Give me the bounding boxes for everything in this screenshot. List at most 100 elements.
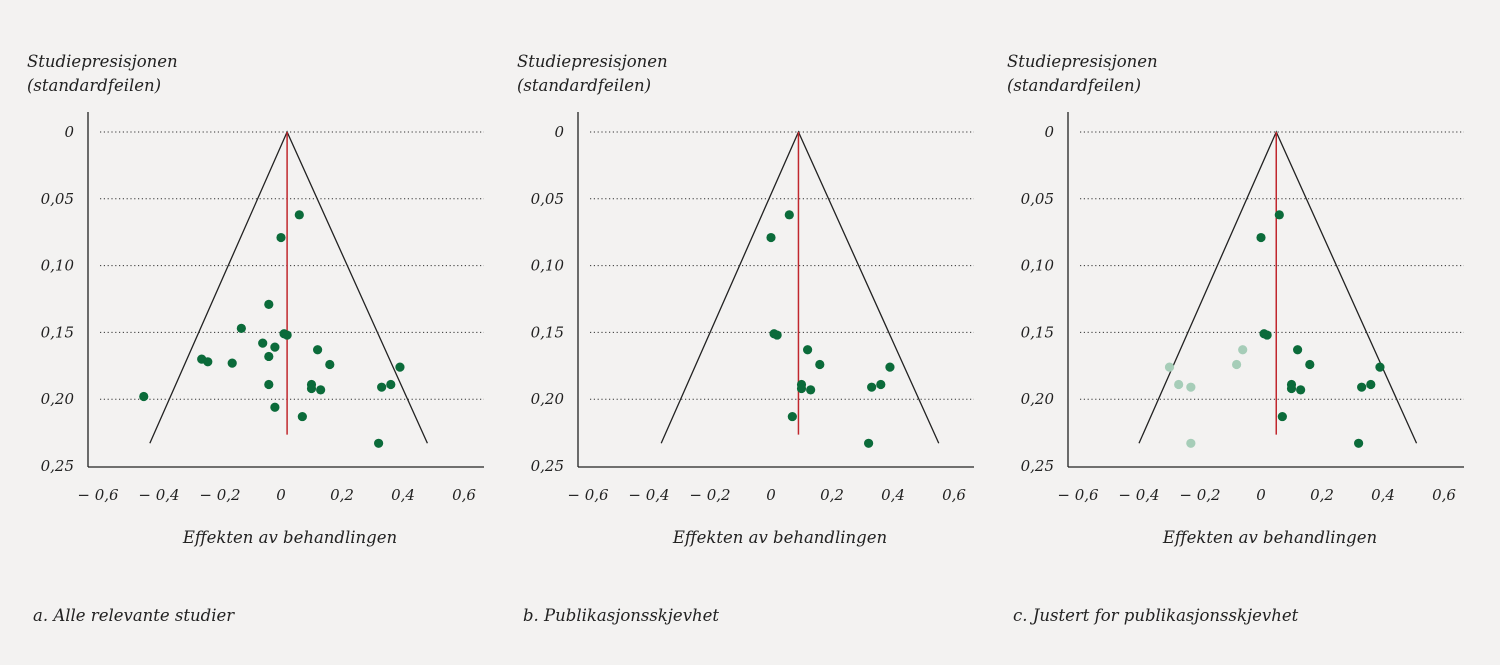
x-tick-label: 0 [766, 486, 776, 504]
study-point [395, 362, 405, 372]
x-tick-label: − 0,6 [567, 486, 609, 504]
y-axis-label: Studiepresisjonen (standardfeilen) [27, 52, 178, 95]
x-tick-label: − 0,2 [199, 486, 240, 504]
study-point [1366, 379, 1376, 390]
study-point [885, 362, 895, 372]
study-point [270, 402, 280, 412]
study-point [377, 382, 387, 392]
study-point [1357, 382, 1367, 392]
study-point [772, 330, 782, 340]
y-tick-label: 0,20 [41, 390, 75, 408]
study-point [766, 232, 776, 243]
y-tick-label: 0,05 [1021, 190, 1054, 208]
y-tick-label: 0,15 [531, 323, 564, 341]
y-tick-label: 0,05 [41, 190, 74, 208]
study-point [227, 358, 237, 368]
y-tick-label: 0,05 [531, 190, 564, 208]
x-tick-label: − 0,6 [77, 486, 119, 504]
x-tick-label: − 0,4 [138, 486, 179, 504]
study-point [787, 411, 797, 422]
study-point [1256, 232, 1266, 243]
study-point [297, 411, 307, 422]
imputed-study-point [1174, 379, 1184, 390]
x-axis-label: Effekten av behandlingen [1162, 528, 1378, 547]
study-point [803, 345, 813, 355]
study-point [276, 232, 286, 243]
study-point [867, 382, 877, 392]
study-point [1375, 362, 1385, 372]
panel-c: Studiepresisjonen (standardfeilen) 0 0,05 0… [980, 0, 1480, 665]
study-point [1354, 438, 1364, 448]
y-tick-label: 0,15 [1021, 323, 1054, 341]
y-axis-label: Studiepresisjonen (standardfeilen) [517, 52, 668, 95]
panel-a: Studiepresisjonen (standardfeilen) 0 0,05 0… [0, 0, 500, 665]
x-tick-label: 0,2 [820, 486, 844, 504]
x-tick-label: 0,4 [1371, 486, 1395, 504]
study-point [864, 438, 874, 448]
study-point [294, 210, 304, 220]
study-point [386, 379, 396, 390]
funnel-outline [149, 130, 428, 444]
x-tick-label: 0 [1256, 486, 1266, 504]
funnel-outline [660, 130, 940, 444]
study-point [1277, 411, 1287, 422]
y-tick-label: 0,25 [1021, 457, 1054, 475]
study-point [1286, 383, 1297, 394]
study-point [374, 438, 384, 448]
y-axis-label: Studiepresisjonen (standardfeilen) [1007, 52, 1158, 95]
study-point [1293, 345, 1303, 355]
x-axis-label: Effekten av behandlingen [672, 528, 888, 547]
x-tick-label: − 0,6 [1057, 486, 1099, 504]
imputed-study-point [1186, 438, 1196, 448]
y-tick-label: 0 [554, 123, 564, 141]
study-point [784, 210, 794, 220]
study-point [316, 385, 326, 395]
funnel-plot-a: 0 0,05 0,10 0,15 0,20 0,25− 0,6 − 0,4 − 0,2 0 0,2… [41, 112, 484, 504]
imputed-study-point [1164, 362, 1175, 372]
y-tick-label: 0,10 [41, 257, 75, 275]
x-tick-label: 0,6 [452, 486, 476, 504]
study-point [876, 379, 886, 390]
study-point [1262, 330, 1272, 340]
y-tick-label: 0,10 [531, 257, 565, 275]
study-point [282, 330, 292, 340]
study-point [325, 359, 335, 370]
study-point [264, 299, 274, 309]
caption-b: b. Publikasjonsskjevhet [523, 606, 720, 625]
x-tick-label: 0,6 [1432, 486, 1456, 504]
x-tick-label: 0,4 [391, 486, 415, 504]
funnel-plot-c: 0 0,05 0,10 0,15 0,20 0,25− 0,6 − 0,4 − 0,2 0 0,2… [1021, 112, 1464, 504]
study-point [806, 385, 816, 395]
study-point [264, 351, 274, 362]
x-tick-label: 0,2 [330, 486, 354, 504]
x-tick-label: 0,4 [881, 486, 905, 504]
study-point [306, 383, 317, 394]
study-point [264, 379, 274, 390]
y-tick-label: 0,10 [1021, 257, 1055, 275]
imputed-study-point [1186, 382, 1196, 392]
x-tick-label: − 0,4 [628, 486, 669, 504]
study-point [236, 323, 246, 333]
caption-c: c. Justert for publikasjonsskjevhet [1013, 606, 1299, 625]
y-tick-label: 0,20 [1021, 390, 1055, 408]
y-tick-label: 0,25 [41, 457, 74, 475]
x-tick-label: 0,6 [942, 486, 966, 504]
y-tick-label: 0,25 [531, 457, 564, 475]
y-tick-label: 0,20 [531, 390, 565, 408]
study-point [203, 357, 213, 367]
y-tick-label: 0 [64, 123, 74, 141]
caption-a: a. Alle relevante studier [33, 606, 235, 625]
imputed-study-point [1232, 359, 1242, 370]
y-tick-label: 0 [1044, 123, 1054, 141]
study-point [139, 391, 149, 402]
study-point [1305, 359, 1315, 370]
funnel-outline [1138, 130, 1418, 444]
x-tick-label: − 0,2 [689, 486, 730, 504]
study-point [815, 359, 825, 370]
y-tick-label: 0,15 [41, 323, 74, 341]
x-tick-label: 0 [276, 486, 286, 504]
study-point [270, 342, 280, 352]
funnel-plot-b: 0 0,05 0,10 0,15 0,20 0,25− 0,6 − 0,4 − 0,2 0 0,2… [531, 112, 974, 504]
panel-b: Studiepresisjonen (standardfeilen) 0 0,05 0… [490, 0, 990, 665]
study-point [796, 383, 807, 394]
